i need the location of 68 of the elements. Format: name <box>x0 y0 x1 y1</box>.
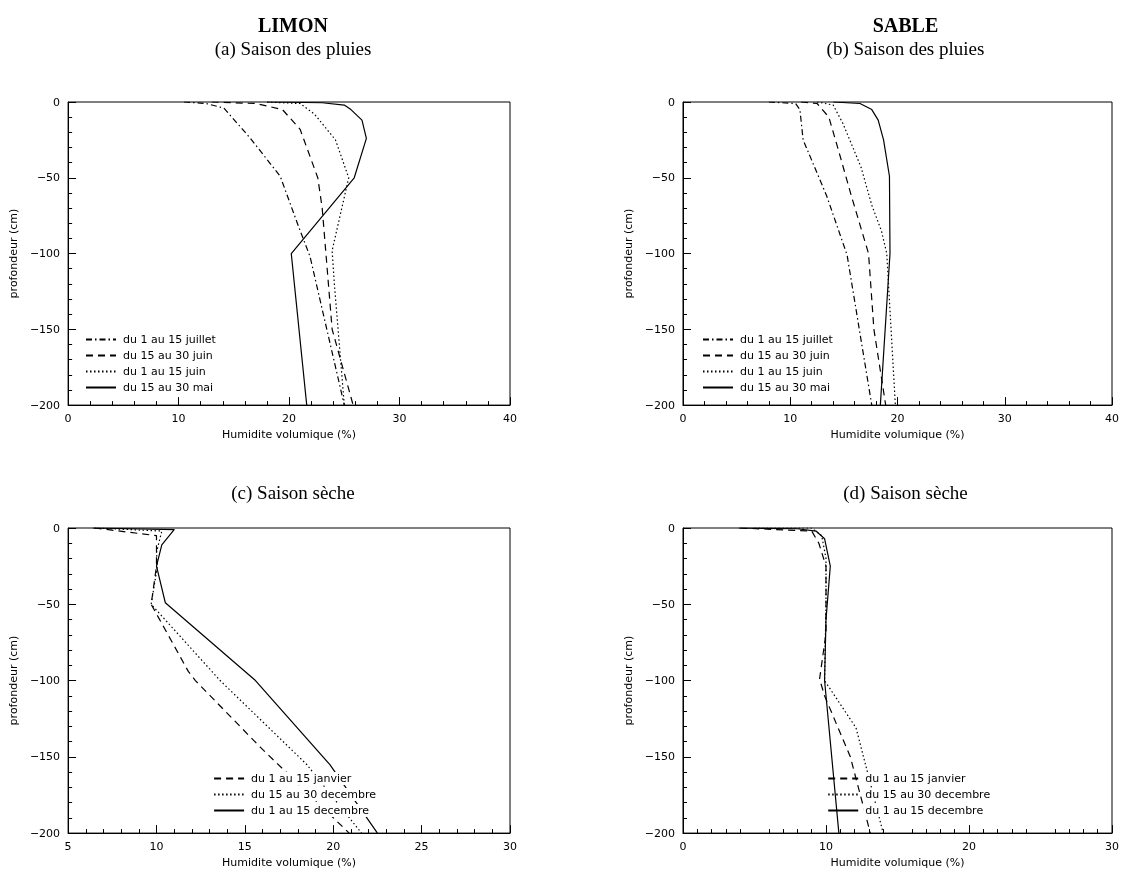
x-tick-label: 40 <box>503 412 517 426</box>
x-axis-title: Humidite volumique (%) <box>830 856 965 869</box>
chart-title: (c) Saison sèche <box>231 482 355 504</box>
y-tick-label: −50 <box>36 597 61 611</box>
x-tick-label: 10 <box>149 840 164 854</box>
y-tick-label: −200 <box>644 826 675 840</box>
x-axis-title: Humidite volumique (%) <box>222 428 357 441</box>
y-tick-label: −150 <box>644 750 675 764</box>
legend-label: du 1 au 15 juillet <box>740 333 834 346</box>
y-tick-label: 0 <box>53 521 61 535</box>
chart-title: LIMON <box>258 14 329 36</box>
y-tick-label: −200 <box>29 826 61 840</box>
y-tick-label: −50 <box>36 171 61 185</box>
x-tick-label: 15 <box>237 840 252 854</box>
legend-label: du 1 au 15 juin <box>123 365 206 378</box>
legend-label: du 1 au 15 decembre <box>865 804 984 817</box>
chart-subtitle: (b) Saison des pluies <box>826 38 985 60</box>
y-tick-label: −50 <box>651 171 675 185</box>
x-axis-title: Humidite volumique (%) <box>222 856 357 869</box>
chart-title: (d) Saison sèche <box>843 482 968 504</box>
y-axis-title: profondeur (cm) <box>621 635 635 726</box>
y-axis-title: profondeur (cm) <box>621 208 635 299</box>
y-tick-label: −100 <box>29 247 61 261</box>
y-tick-label: −100 <box>644 247 675 261</box>
x-tick-label: 30 <box>997 412 1012 426</box>
y-tick-label: −200 <box>644 398 675 412</box>
y-tick-label: 0 <box>668 521 675 535</box>
x-tick-label: 30 <box>392 412 407 426</box>
x-tick-label: 10 <box>783 412 798 426</box>
x-tick-label: 30 <box>1105 840 1119 854</box>
chart-title: SABLE <box>872 14 939 36</box>
x-tick-label: 40 <box>1105 412 1119 426</box>
y-tick-label: −200 <box>29 398 61 412</box>
legend-label: du 1 au 15 janvier <box>251 772 352 785</box>
y-tick-label: −150 <box>29 750 61 764</box>
x-tick-label: 30 <box>503 840 517 854</box>
legend-label: du 1 au 15 juin <box>740 365 823 378</box>
x-tick-label: 0 <box>679 840 687 854</box>
y-axis-title: profondeur (cm) <box>7 635 20 726</box>
y-tick-label: −150 <box>29 322 61 336</box>
y-tick-label: −100 <box>29 674 61 688</box>
x-tick-label: 10 <box>819 840 833 854</box>
chart-subtitle: (a) Saison des pluies <box>214 38 372 60</box>
legend-label: du 15 au 30 decembre <box>865 788 991 801</box>
y-tick-label: −50 <box>651 597 675 611</box>
legend-label: du 15 au 30 juin <box>123 349 213 362</box>
x-tick-label: 20 <box>890 412 905 426</box>
legend-label: du 1 au 15 juillet <box>123 333 217 346</box>
x-tick-label: 0 <box>64 412 72 426</box>
y-axis-title: profondeur (cm) <box>7 208 20 299</box>
x-tick-label: 20 <box>282 412 297 426</box>
y-tick-label: −150 <box>644 322 675 336</box>
legend-label: du 15 au 30 juin <box>740 349 830 362</box>
y-tick-label: 0 <box>53 95 61 109</box>
x-tick-label: 5 <box>64 840 72 854</box>
x-tick-label: 0 <box>679 412 687 426</box>
x-tick-label: 20 <box>326 840 341 854</box>
x-tick-label: 10 <box>171 412 186 426</box>
legend-label: du 15 au 30 mai <box>123 381 214 394</box>
legend-label: du 1 au 15 decembre <box>251 804 370 817</box>
y-tick-label: 0 <box>668 95 675 109</box>
x-tick-label: 25 <box>414 840 429 854</box>
legend-label: du 15 au 30 mai <box>740 381 831 394</box>
x-tick-label: 20 <box>962 840 976 854</box>
y-tick-label: −100 <box>644 674 675 688</box>
legend-label: du 1 au 15 janvier <box>865 772 966 785</box>
legend-label: du 15 au 30 decembre <box>251 788 377 801</box>
x-axis-title: Humidite volumique (%) <box>830 428 965 441</box>
